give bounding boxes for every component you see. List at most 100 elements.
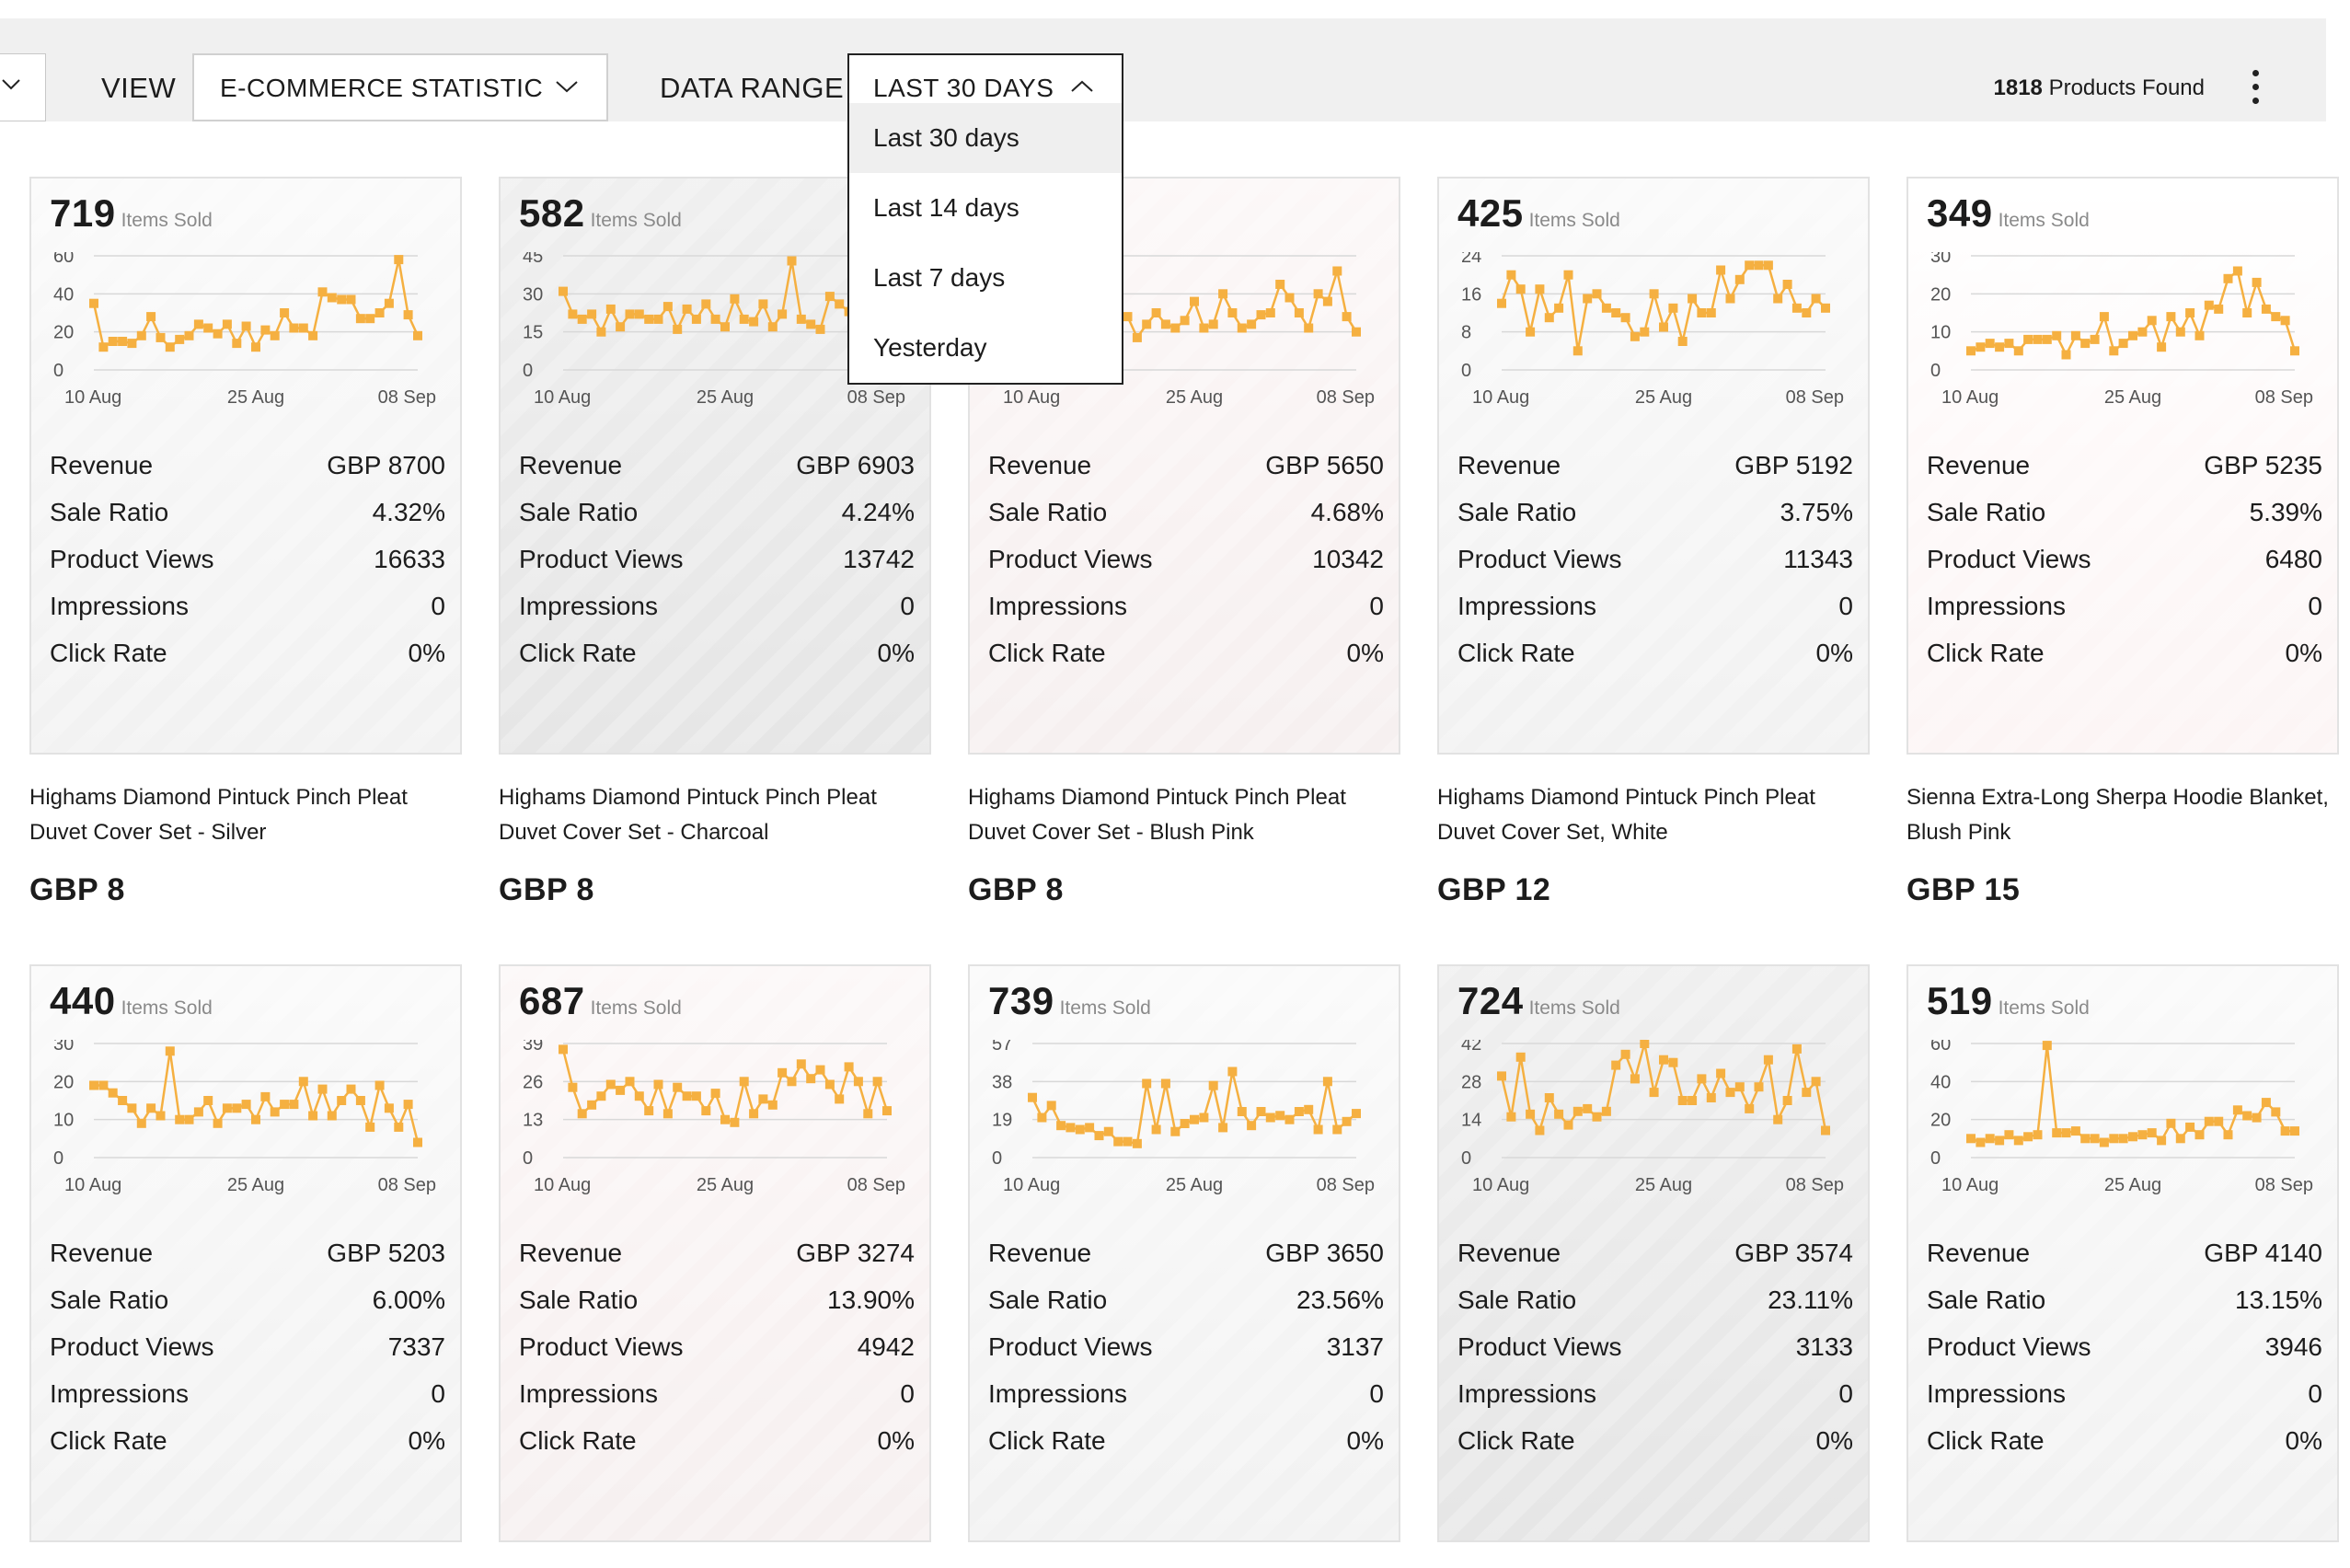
x-tick-label: 10 Aug — [1003, 387, 1060, 408]
data-point — [634, 1091, 644, 1101]
product-image-panel[interactable]: 719 Items Sold 60 40 20 0 10 Aug 25 Aug 08 Sep Re… — [29, 177, 462, 755]
product-stats: Revenue GBP 3574 Sale Ratio 23.11% Product V… — [1457, 1239, 1853, 1473]
data-point — [1066, 1123, 1076, 1133]
stat-value: 3946 — [2264, 1332, 2322, 1361]
data-point — [1284, 293, 1295, 303]
product-card[interactable]: 519 Items Sold 60 40 20 0 10 Aug 25 Aug 08 Sep Re… — [1906, 964, 2339, 1568]
y-tick-label: 24 — [1461, 252, 1481, 267]
data-point — [1218, 289, 1228, 299]
stat-row: Revenue GBP 3274 — [519, 1239, 915, 1286]
data-point — [710, 1089, 720, 1099]
data-point — [1630, 331, 1640, 341]
data-point — [739, 1077, 749, 1087]
y-tick-label: 30 — [53, 1040, 74, 1055]
range-option-last-7-days[interactable]: Last 7 days — [849, 243, 1122, 313]
range-option-last-14-days[interactable]: Last 14 days — [849, 173, 1122, 243]
data-point — [203, 1096, 213, 1105]
data-point — [644, 1106, 654, 1116]
data-point — [778, 1067, 788, 1078]
data-point — [815, 1065, 825, 1075]
product-name[interactable]: Highams Diamond Pintuck Pinch Pleat Duve… — [29, 785, 408, 845]
data-point — [2232, 1105, 2242, 1115]
data-point — [872, 1077, 882, 1087]
data-point — [317, 287, 328, 297]
data-point — [298, 323, 308, 333]
data-point — [1208, 319, 1218, 329]
stat-label: Impressions — [50, 592, 189, 620]
data-point — [2261, 1098, 2271, 1108]
view-select[interactable]: E-COMMERCE STATISTIC — [192, 53, 608, 121]
product-card[interactable]: 440 Items Sold 30 20 10 0 10 Aug 25 Aug 08 Sep Re… — [29, 964, 462, 1568]
product-stats: Revenue GBP 5192 Sale Ratio 3.75% Product Vi… — [1457, 451, 1853, 686]
product-image-panel[interactable]: 440 Items Sold 30 20 10 0 10 Aug 25 Aug 08 Sep Re… — [29, 964, 462, 1542]
data-point — [413, 330, 422, 340]
stat-value: 0% — [408, 639, 445, 667]
data-point — [701, 1106, 711, 1116]
product-card[interactable]: 349 Items Sold 30 20 10 0 10 Aug 25 Aug 08 Sep Re… — [1906, 177, 2339, 908]
stat-label: Revenue — [50, 451, 154, 479]
data-point — [2290, 1126, 2299, 1136]
data-point — [184, 330, 194, 340]
data-point — [625, 309, 635, 319]
product-card[interactable]: 739 Items Sold 57 38 19 0 10 Aug 25 Aug 08 Sep Re… — [968, 964, 1400, 1568]
stat-value: 0 — [1838, 592, 1853, 620]
stat-value: 13742 — [843, 545, 915, 573]
product-name[interactable]: Highams Diamond Pintuck Pinch Pleat Duve… — [499, 785, 877, 845]
data-point — [1649, 1088, 1659, 1098]
x-tick-label: 25 Aug — [1166, 387, 1223, 408]
data-point — [2042, 1041, 2052, 1051]
data-point — [587, 1100, 597, 1110]
stat-value: 3.75% — [1780, 498, 1853, 526]
sales-sparkline: 10 Aug 25 Aug 08 Sep — [970, 252, 1399, 422]
stat-value: GBP 3574 — [1734, 1239, 1853, 1267]
data-point — [1180, 1119, 1190, 1128]
items-sold-count: 519 — [1927, 979, 1993, 1022]
items-sold-unit: Items Sold — [121, 997, 213, 1019]
x-tick-label: 10 Aug — [64, 387, 121, 408]
x-tick-label: 10 Aug — [1941, 387, 1999, 408]
data-point — [308, 1111, 318, 1121]
items-sold-unit: Items Sold — [1528, 210, 1620, 231]
product-card[interactable]: 724 Items Sold 42 28 14 0 10 Aug 25 Aug 08 Sep Re… — [1437, 964, 1870, 1568]
product-card[interactable]: 582 Items Sold 45 30 15 0 10 Aug 25 Aug 08 Sep Re… — [499, 177, 931, 908]
previous-filter-select[interactable] — [0, 53, 46, 121]
stat-value: 0 — [431, 1379, 445, 1408]
product-name[interactable]: Highams Diamond Pintuck Pinch Pleat Duve… — [968, 785, 1346, 845]
data-point — [596, 1091, 606, 1101]
product-image-panel[interactable]: 724 Items Sold 42 28 14 0 10 Aug 25 Aug 08 Sep Re… — [1437, 964, 1870, 1542]
product-image-panel[interactable]: 687 Items Sold 39 26 13 0 10 Aug 25 Aug 08 Sep Re… — [499, 964, 931, 1542]
stat-value: 6480 — [2264, 545, 2322, 573]
data-point — [2128, 1132, 2137, 1142]
product-card[interactable]: 719 Items Sold 60 40 20 0 10 Aug 25 Aug 08 Sep Re… — [29, 177, 462, 908]
data-point — [213, 329, 223, 339]
product-image-panel[interactable]: 582 Items Sold 45 30 15 0 10 Aug 25 Aug 08 Sep Re… — [499, 177, 931, 755]
product-image-panel[interactable]: 349 Items Sold 30 20 10 0 10 Aug 25 Aug 08 Sep Re… — [1906, 177, 2339, 755]
range-option-yesterday[interactable]: Yesterday — [849, 313, 1122, 383]
x-tick-label: 25 Aug — [697, 387, 754, 408]
product-name[interactable]: Sienna Extra-Long Sherpa Hoodie Blanket,… — [1906, 785, 2329, 845]
product-card[interactable]: 425 Items Sold 24 16 8 0 10 Aug 25 Aug 08 Sep Rev… — [1437, 177, 1870, 908]
x-tick-label: 25 Aug — [227, 387, 284, 408]
data-point — [156, 1111, 166, 1121]
product-image-panel[interactable]: 739 Items Sold 57 38 19 0 10 Aug 25 Aug 08 Sep Re… — [968, 964, 1400, 1542]
data-point — [863, 1109, 873, 1119]
product-image-panel[interactable]: 519 Items Sold 60 40 20 0 10 Aug 25 Aug 08 Sep Re… — [1906, 964, 2339, 1542]
data-point — [1332, 1124, 1342, 1135]
stat-label: Product Views — [988, 545, 1153, 573]
data-point — [1688, 1096, 1698, 1105]
stat-row: Impressions 0 — [50, 592, 445, 639]
more-options-icon[interactable] — [2252, 70, 2262, 111]
data-point — [1160, 1078, 1170, 1089]
stat-row: Product Views 6480 — [1927, 545, 2322, 592]
data-point — [413, 1137, 422, 1147]
product-name[interactable]: Highams Diamond Pintuck Pinch Pleat Duve… — [1437, 785, 1815, 845]
data-point — [2070, 330, 2080, 340]
range-option-last-30-days[interactable]: Last 30 days — [849, 103, 1122, 173]
data-point — [156, 332, 166, 342]
product-image-panel[interactable]: 425 Items Sold 24 16 8 0 10 Aug 25 Aug 08 Sep Rev… — [1437, 177, 1870, 755]
product-card[interactable]: 687 Items Sold 39 26 13 0 10 Aug 25 Aug 08 Sep Re… — [499, 964, 931, 1568]
y-tick-label: 0 — [1461, 1148, 1471, 1169]
stat-label: Revenue — [519, 1239, 623, 1267]
